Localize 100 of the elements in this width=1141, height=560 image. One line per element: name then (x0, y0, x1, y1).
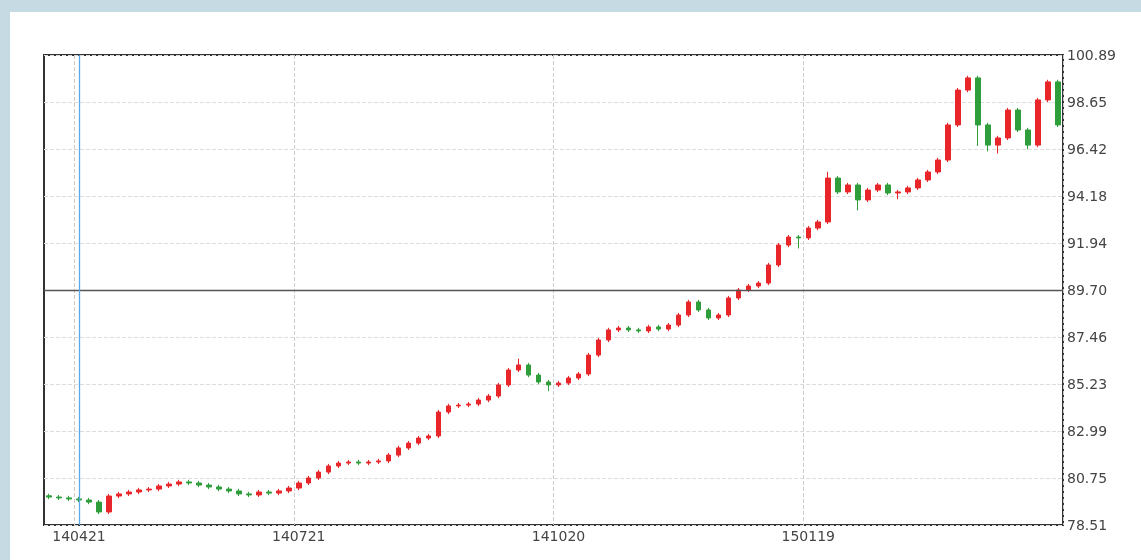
candlestick (616, 325, 621, 333)
y-tick-label: 98.65 (1067, 94, 1108, 111)
y-tick-label: 80.75 (1067, 469, 1108, 486)
candlestick (426, 433, 431, 441)
candlestick (596, 337, 601, 358)
candlestick (296, 480, 302, 491)
candlestick (586, 352, 591, 377)
candlestick (835, 175, 841, 195)
candlestick (126, 489, 132, 497)
candlestick (186, 479, 192, 486)
candlestick (106, 493, 112, 515)
candlestick (406, 440, 411, 451)
candlestick (815, 219, 821, 231)
candlestick (915, 177, 921, 191)
candlestick (865, 187, 871, 203)
candlestick (925, 169, 931, 183)
candlestick (506, 367, 511, 388)
y-tick-label: 85.23 (1067, 375, 1108, 392)
candlestick (356, 459, 361, 466)
candlestick (436, 409, 441, 439)
candlestick (46, 493, 52, 500)
candlestick (1015, 107, 1021, 133)
candlestick (885, 182, 891, 196)
candlestick (955, 87, 961, 128)
candlestick (336, 460, 341, 469)
candlestick (446, 403, 451, 415)
candlestick (776, 242, 781, 268)
candlestick (56, 494, 62, 501)
candlestick (486, 393, 491, 403)
candlestick (66, 495, 72, 502)
candlestick (416, 435, 421, 446)
y-tick-label: 78.51 (1067, 517, 1108, 533)
candlestick (1035, 97, 1041, 148)
candlestick (626, 325, 631, 333)
candlestick (306, 475, 311, 486)
x-tick-label: 141020 (531, 528, 586, 544)
candlestick (346, 459, 351, 466)
x-tick-label: 140421 (52, 528, 106, 544)
candlestick (606, 327, 611, 343)
y-tick-label: 82.99 (1067, 422, 1108, 439)
candlestick (96, 499, 102, 515)
candlestick (476, 397, 481, 407)
candlestick (166, 481, 172, 489)
candlestick (746, 283, 751, 293)
candlestick (895, 189, 901, 200)
candlestick (1055, 79, 1061, 128)
candlestick (546, 379, 551, 392)
candlestick (366, 459, 371, 466)
candlestick (456, 402, 461, 409)
candlestick (566, 375, 571, 386)
candlestick (656, 324, 661, 332)
candlestick (86, 497, 92, 505)
candlestick (726, 295, 731, 318)
candlestick (196, 480, 202, 488)
candlestick (156, 483, 162, 492)
candlestick (286, 485, 292, 494)
candlestick (756, 280, 761, 289)
candlestick (1005, 107, 1011, 141)
candlestick (796, 234, 801, 249)
candlestick (226, 486, 232, 494)
candlestick (786, 234, 791, 248)
x-tick-label: 140721 (272, 528, 326, 544)
candlestick (646, 324, 651, 334)
candlestick (686, 299, 691, 318)
y-tick-label: 91.94 (1067, 234, 1108, 251)
candlestick (116, 491, 122, 499)
candlestick (276, 488, 282, 496)
candlestick (496, 382, 501, 399)
y-tick-label: 87.46 (1067, 329, 1108, 346)
candlestick (556, 380, 561, 388)
candlestick (696, 299, 701, 313)
candlestick (636, 327, 641, 334)
candlestick (536, 372, 541, 385)
candlestick (845, 182, 851, 195)
candlestick (526, 362, 531, 378)
candlestick (825, 171, 831, 225)
candlestick (216, 484, 222, 492)
candlestick (466, 401, 471, 408)
candlestick (945, 122, 951, 163)
x-tick-label: 150119 (781, 528, 835, 544)
candlestick (146, 486, 152, 493)
y-tick-label: 100.89 (1067, 47, 1116, 63)
candlestick (1025, 127, 1031, 150)
candlestick (576, 371, 581, 381)
candlestick (316, 469, 321, 481)
candlestick (266, 489, 272, 496)
candlestick (386, 452, 391, 464)
candlestick (716, 312, 721, 321)
candlestick (995, 135, 1001, 154)
candlestick (376, 458, 381, 465)
y-tick-label: 96.42 (1067, 140, 1108, 157)
candlestick (256, 489, 262, 498)
candlestick (246, 491, 252, 498)
candlestick (875, 182, 881, 193)
candlestick (985, 122, 991, 152)
candlestick (176, 479, 182, 487)
candlestick (516, 358, 521, 373)
candlestick (326, 463, 331, 475)
candlestick (766, 262, 771, 286)
candlestick (905, 185, 911, 195)
